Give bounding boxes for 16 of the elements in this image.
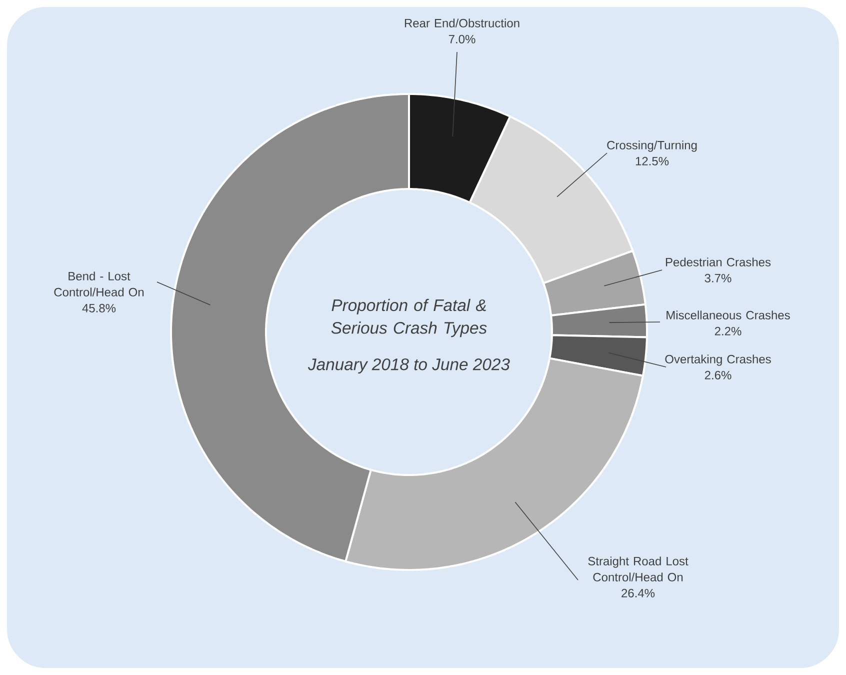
slice-label: Pedestrian Crashes — [666, 258, 771, 266]
data-label: 2.2% — [714, 326, 742, 336]
data-label: 12.5% — [636, 156, 669, 166]
text: January 2018 to June 2023 — [308, 358, 510, 374]
slice-label: Overtaking Crashes — [665, 354, 771, 366]
slice-label: Bend - Lost Control/Head On — [54, 272, 144, 296]
slice-label: Straight Road Lost Control/Head On — [588, 556, 688, 582]
data-label: 26.4% — [622, 588, 655, 598]
slice-label: Rear End/Obstruction — [404, 18, 520, 28]
data-label: 45.8% — [82, 304, 116, 312]
data-label: 2.6% — [704, 370, 732, 380]
slice-label: Miscellaneous Crashes — [666, 310, 790, 320]
data-label: 3.7% — [704, 274, 732, 282]
data-label: 7.0% — [448, 34, 476, 44]
slice-label: Crossing/Turning — [607, 140, 697, 152]
text: Proportion of Fatal & Serious Crash Types — [331, 298, 487, 338]
